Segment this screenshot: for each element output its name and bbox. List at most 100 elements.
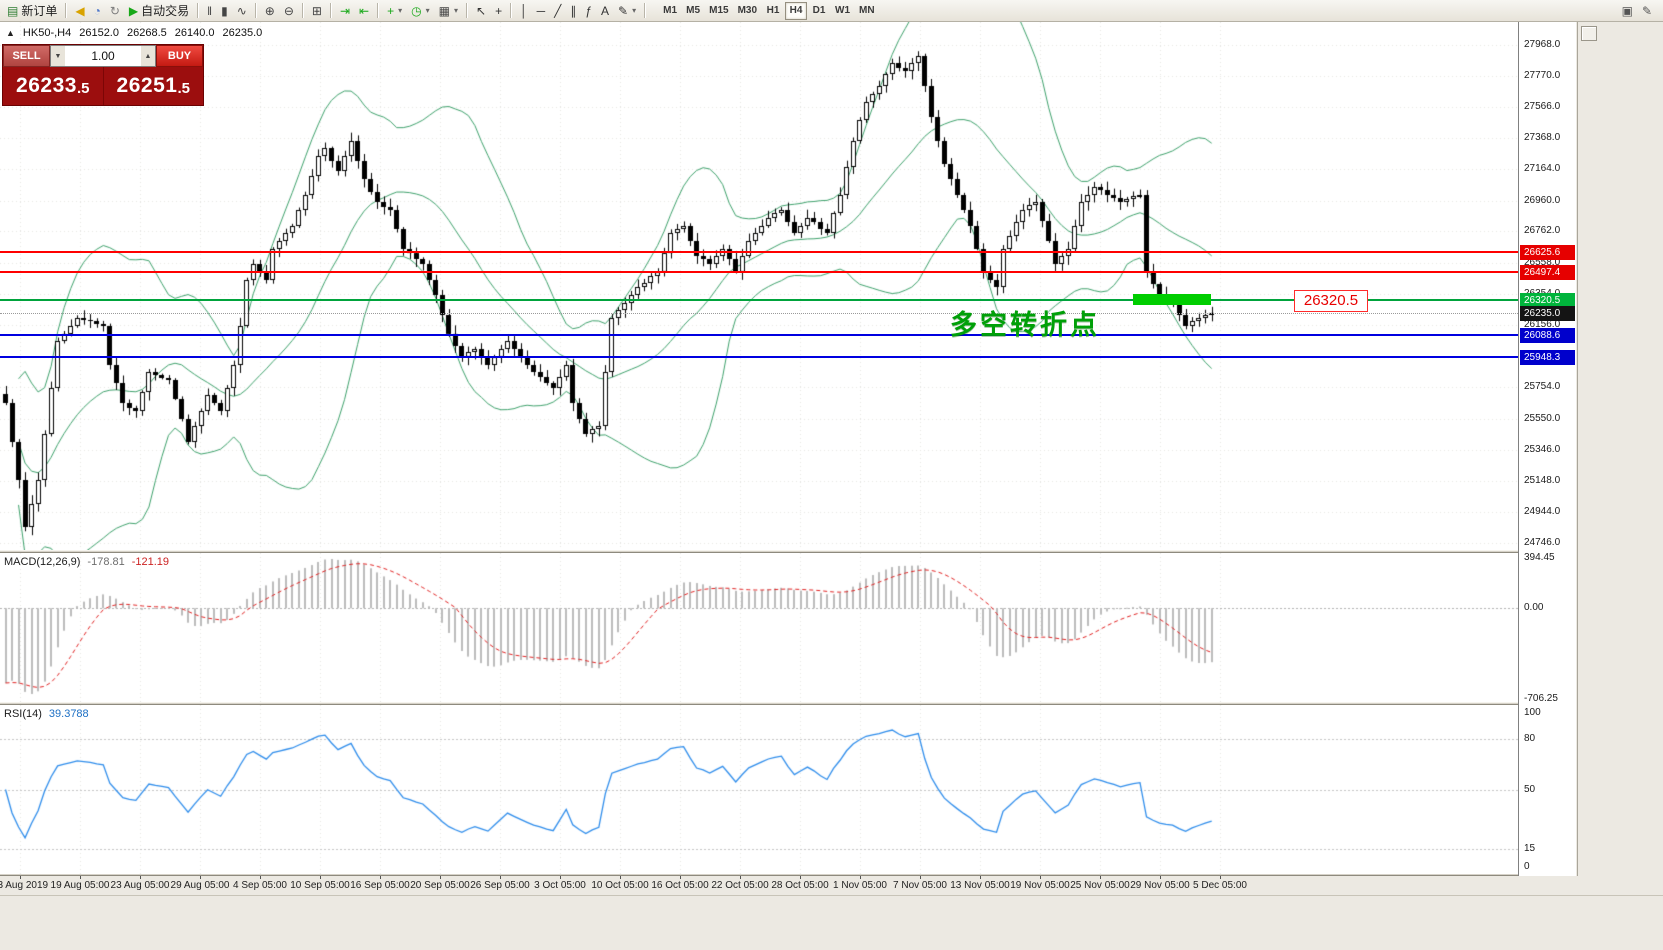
data-refresh-button[interactable]: ↻ (106, 1, 124, 20)
current-price-tag: 26235.0 (1520, 306, 1575, 321)
cursor-button[interactable]: ↖ (472, 1, 490, 20)
ohlc-close: 26235.0 (222, 27, 263, 39)
main-chart-panel[interactable]: 多空转折点 26320.5 ▲ HK50-,H4 26152.0 26268.5… (0, 22, 1518, 550)
zoom-out-button[interactable]: ⊖ (280, 1, 298, 20)
one-click-collapse-icon[interactable]: ▲ (6, 28, 15, 38)
buy-button[interactable]: BUY (156, 45, 203, 67)
vertical-line-tool-button[interactable]: │ (516, 1, 532, 20)
sell-button[interactable]: SELL (3, 45, 50, 67)
ohlc-open: 26152.0 (79, 27, 119, 39)
indicators-icon: ▦ (438, 3, 450, 18)
profiles-button[interactable]: ◷ ▾ (407, 1, 434, 20)
timeframe-w1-button[interactable]: W1 (831, 2, 854, 20)
horizontal-level-line[interactable] (0, 299, 1518, 301)
date-label: 26 Sep 05:00 (470, 880, 530, 891)
date-tick (1100, 876, 1101, 879)
horizontal-level-line[interactable] (0, 356, 1518, 358)
trendline-tool-button[interactable]: ╱ (550, 1, 565, 20)
timeframe-m15-button[interactable]: M15 (705, 2, 732, 20)
buy-price[interactable]: 26251 .5 (104, 67, 204, 105)
auto-scroll-button[interactable]: ⇥ (336, 1, 354, 20)
date-label: 20 Sep 05:00 (410, 880, 470, 891)
sell-price[interactable]: 26233 .5 (3, 67, 104, 105)
price-axis[interactable]: 27968.0 27770.0 27566.0 27368.0 27164.0 26960… (1518, 22, 1576, 876)
date-tick (260, 876, 261, 879)
autotrading-button[interactable]: ▶ 自动交易 (125, 1, 193, 20)
volume-increase-button[interactable]: ▲ (141, 46, 155, 66)
date-tick (500, 876, 501, 879)
rsi-panel[interactable]: RSI(14) 39.3788 (0, 705, 1518, 874)
date-tick (920, 876, 921, 879)
level-price-tag: 25948.3 (1520, 350, 1575, 365)
panel-splitter[interactable] (0, 702, 1576, 705)
profiles-clock-icon: ◷ (411, 3, 422, 18)
timeframe-d1-button[interactable]: D1 (808, 2, 830, 20)
price-axis-label: 27368.0 (1524, 131, 1561, 143)
channel-tool-button[interactable]: ∥ (566, 1, 580, 20)
chart-candlesticks-button[interactable]: ▮ (217, 1, 232, 20)
zoom-in-button[interactable]: ⊕ (261, 1, 279, 20)
volume-decrease-button[interactable]: ▼ (51, 46, 65, 66)
date-tick (740, 876, 741, 879)
date-tick (680, 876, 681, 879)
macd-canvas[interactable] (0, 553, 1518, 702)
price-axis-label: 25148.0 (1524, 474, 1561, 486)
chart-shift-button[interactable]: ⇤ (355, 1, 373, 20)
main-chart-canvas[interactable] (0, 22, 1518, 550)
chart-window-button[interactable]: ▣ (1618, 1, 1637, 20)
date-tick (1220, 876, 1221, 879)
arrow-label-icon: ✎ (618, 3, 629, 18)
community-button[interactable]: ◔ (90, 1, 105, 20)
autotrading-label: 自动交易 (141, 3, 190, 18)
chart-line-button[interactable]: ∿ (233, 1, 251, 20)
date-tick (380, 876, 381, 879)
highlight-bar[interactable] (1133, 294, 1211, 305)
timeframe-m30-button[interactable]: M30 (734, 2, 761, 20)
price-tag-label[interactable]: 26320.5 (1294, 290, 1368, 312)
indicator-list-button[interactable]: ▦ ▾ (435, 1, 462, 20)
panel-splitter[interactable] (0, 550, 1576, 553)
announcement-button[interactable]: ◀ (71, 1, 88, 20)
new-chart-button[interactable]: + ▾ (383, 1, 406, 20)
current-price-line[interactable] (0, 313, 1518, 314)
rsi-axis-label: 80 (1524, 732, 1536, 744)
horizontal-level-line[interactable] (0, 271, 1518, 273)
volume-input[interactable] (65, 46, 141, 66)
date-label: 29 Nov 05:00 (1130, 880, 1190, 891)
chart-bars-button[interactable]: ‖ (203, 1, 216, 20)
arrows-tool-button[interactable]: ✎ ▾ (614, 1, 640, 20)
date-label: 13 Nov 05:00 (950, 880, 1010, 891)
new-order-button[interactable]: ▤ 新订单 (3, 1, 61, 20)
channel-icon: ∥ (570, 3, 577, 18)
level-price-tag: 26625.6 (1520, 245, 1575, 260)
rsi-canvas[interactable] (0, 705, 1518, 874)
timeframe-mn-button[interactable]: MN (855, 2, 879, 20)
price-axis-label: 26762.0 (1524, 225, 1561, 237)
macd-axis-label: 0.00 (1524, 602, 1544, 614)
autotrading-play-icon: ▶ (128, 3, 139, 18)
horizontal-level-line[interactable] (0, 334, 1518, 336)
timeframe-h4-button[interactable]: H4 (785, 1, 808, 20)
chart-annotation-text[interactable]: 多空转折点 (950, 310, 1100, 340)
dock-scroll-button[interactable] (1581, 26, 1597, 41)
date-label: 13 Aug 2019 (0, 880, 49, 891)
date-tick (620, 876, 621, 879)
macd-panel[interactable]: MACD(12,26,9) -178.81 -121.19 (0, 553, 1518, 702)
text-tool-button[interactable]: A (597, 1, 613, 20)
crosshair-button[interactable]: + (491, 1, 506, 20)
horizontal-line-tool-button[interactable]: ─ (533, 1, 550, 20)
quick-edit-button[interactable]: ✎ (1638, 1, 1656, 20)
timeframe-m1-button[interactable]: M1 (659, 2, 681, 20)
timeframe-m5-button[interactable]: M5 (682, 2, 704, 20)
bar-chart-icon: ‖ (207, 3, 213, 18)
date-tick (860, 876, 861, 879)
macd-value-main: -178.81 (87, 556, 125, 568)
right-dock-panel (1577, 22, 1663, 876)
buy-price-main: 26251 (116, 74, 178, 97)
tile-windows-button[interactable]: ⊞ (308, 1, 326, 20)
fibonacci-tool-button[interactable]: ƒ (581, 1, 596, 20)
horizontal-level-line[interactable] (0, 251, 1518, 253)
date-label: 10 Sep 05:00 (290, 880, 350, 891)
timeframe-h1-button[interactable]: H1 (762, 2, 784, 20)
